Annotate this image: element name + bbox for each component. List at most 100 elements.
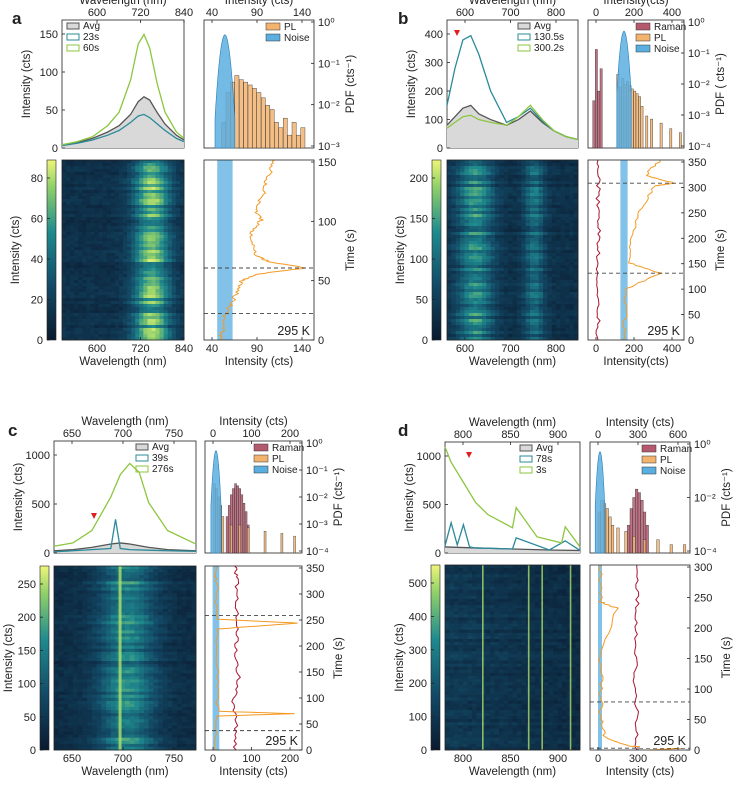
map-cell: [151, 310, 156, 314]
map-cell: [181, 627, 187, 631]
map-cell: [101, 605, 107, 610]
map-cell: [162, 639, 168, 643]
map-cell: [167, 633, 173, 637]
map-cell: [74, 313, 79, 317]
map-cell: [147, 319, 152, 323]
map-cell: [62, 247, 67, 251]
map-cell: [155, 172, 160, 176]
map-cell: [115, 602, 121, 607]
map-cell: [70, 307, 75, 311]
map-cell: [464, 262, 470, 266]
map-cell: [556, 328, 561, 332]
map-cell: [101, 654, 107, 659]
map-cell: [151, 256, 156, 260]
map-cell: [529, 211, 535, 215]
map-cell: [551, 175, 557, 179]
map-cell: [569, 325, 574, 329]
map-cell: [91, 572, 97, 576]
map-cell: [153, 627, 159, 631]
map-cell: [162, 569, 168, 573]
map-cell: [551, 256, 557, 260]
map-cell: [58, 590, 64, 594]
map-cell: [538, 205, 544, 209]
map-cell: [167, 226, 173, 230]
map-cell: [158, 654, 164, 659]
map-cell: [118, 262, 124, 266]
map-cell: [534, 247, 539, 251]
map-cell: [551, 280, 557, 284]
map-cell: [86, 310, 91, 314]
map-cell: [62, 259, 67, 263]
map-cell: [473, 304, 478, 308]
map-cell: [155, 193, 160, 197]
map-cell: [481, 274, 487, 278]
map-cell: [163, 190, 169, 194]
map-cell: [451, 193, 457, 197]
map-cell: [525, 241, 531, 245]
map-cell: [508, 253, 513, 257]
map-cell: [148, 627, 154, 631]
map-cell: [503, 265, 509, 269]
map-cell: [186, 648, 192, 653]
map-cell: [86, 214, 91, 218]
map-cell: [143, 313, 148, 317]
map-cell: [455, 268, 461, 272]
map-cell: [135, 268, 140, 272]
map-cell: [135, 247, 140, 251]
map-cell: [512, 256, 518, 260]
map-cell: [143, 651, 149, 656]
map-cell: [171, 196, 177, 200]
map-cell: [167, 298, 173, 302]
map-cell: [118, 187, 124, 191]
map-cell: [82, 211, 87, 215]
map-cell: [70, 214, 75, 218]
map-cell: [499, 193, 505, 197]
map-cell: [87, 670, 93, 674]
map-cell: [167, 220, 173, 224]
map-cell: [171, 253, 177, 257]
pdf-ytick-label: 10⁻³: [688, 110, 710, 122]
map-cell: [123, 283, 128, 287]
map-cell: [114, 235, 120, 239]
map-cell: [175, 199, 181, 203]
map-cell: [127, 232, 132, 236]
map-cell: [468, 316, 474, 320]
map-cell: [143, 244, 148, 248]
map-cell: [159, 226, 164, 230]
map-cell: [131, 226, 136, 230]
map-cell: [114, 190, 120, 194]
map-cell: [120, 612, 126, 616]
map-cell: [175, 217, 181, 221]
map-cell: [82, 253, 87, 257]
map-cell: [177, 618, 183, 622]
map-cell: [477, 322, 483, 326]
map-cell: [551, 205, 557, 209]
map-cell: [82, 184, 87, 188]
map-cell: [115, 670, 121, 674]
map-cell: [110, 319, 116, 323]
map-cell: [77, 636, 83, 640]
map-cell: [151, 259, 156, 263]
map-cell: [551, 223, 557, 227]
map-cell: [72, 578, 78, 582]
map-cell: [468, 169, 474, 173]
map-cell: [560, 292, 566, 296]
map-cell: [175, 193, 181, 197]
map-cell: [512, 325, 518, 329]
map-cell: [525, 187, 531, 191]
map-cell: [529, 163, 535, 167]
map-cell: [62, 184, 67, 188]
map-cell: [158, 587, 164, 591]
map-cell: [135, 217, 140, 221]
trace-ytick-label: 50: [688, 310, 700, 322]
map-cell: [495, 310, 500, 314]
map-cell: [525, 229, 531, 233]
map-cell: [175, 265, 181, 269]
map-cell: [460, 319, 465, 323]
map-cell: [481, 238, 487, 242]
map-cell: [451, 250, 457, 254]
map-cell: [503, 205, 509, 209]
map-cell: [543, 277, 548, 281]
map-cell: [139, 220, 144, 224]
map-cell: [460, 226, 465, 230]
